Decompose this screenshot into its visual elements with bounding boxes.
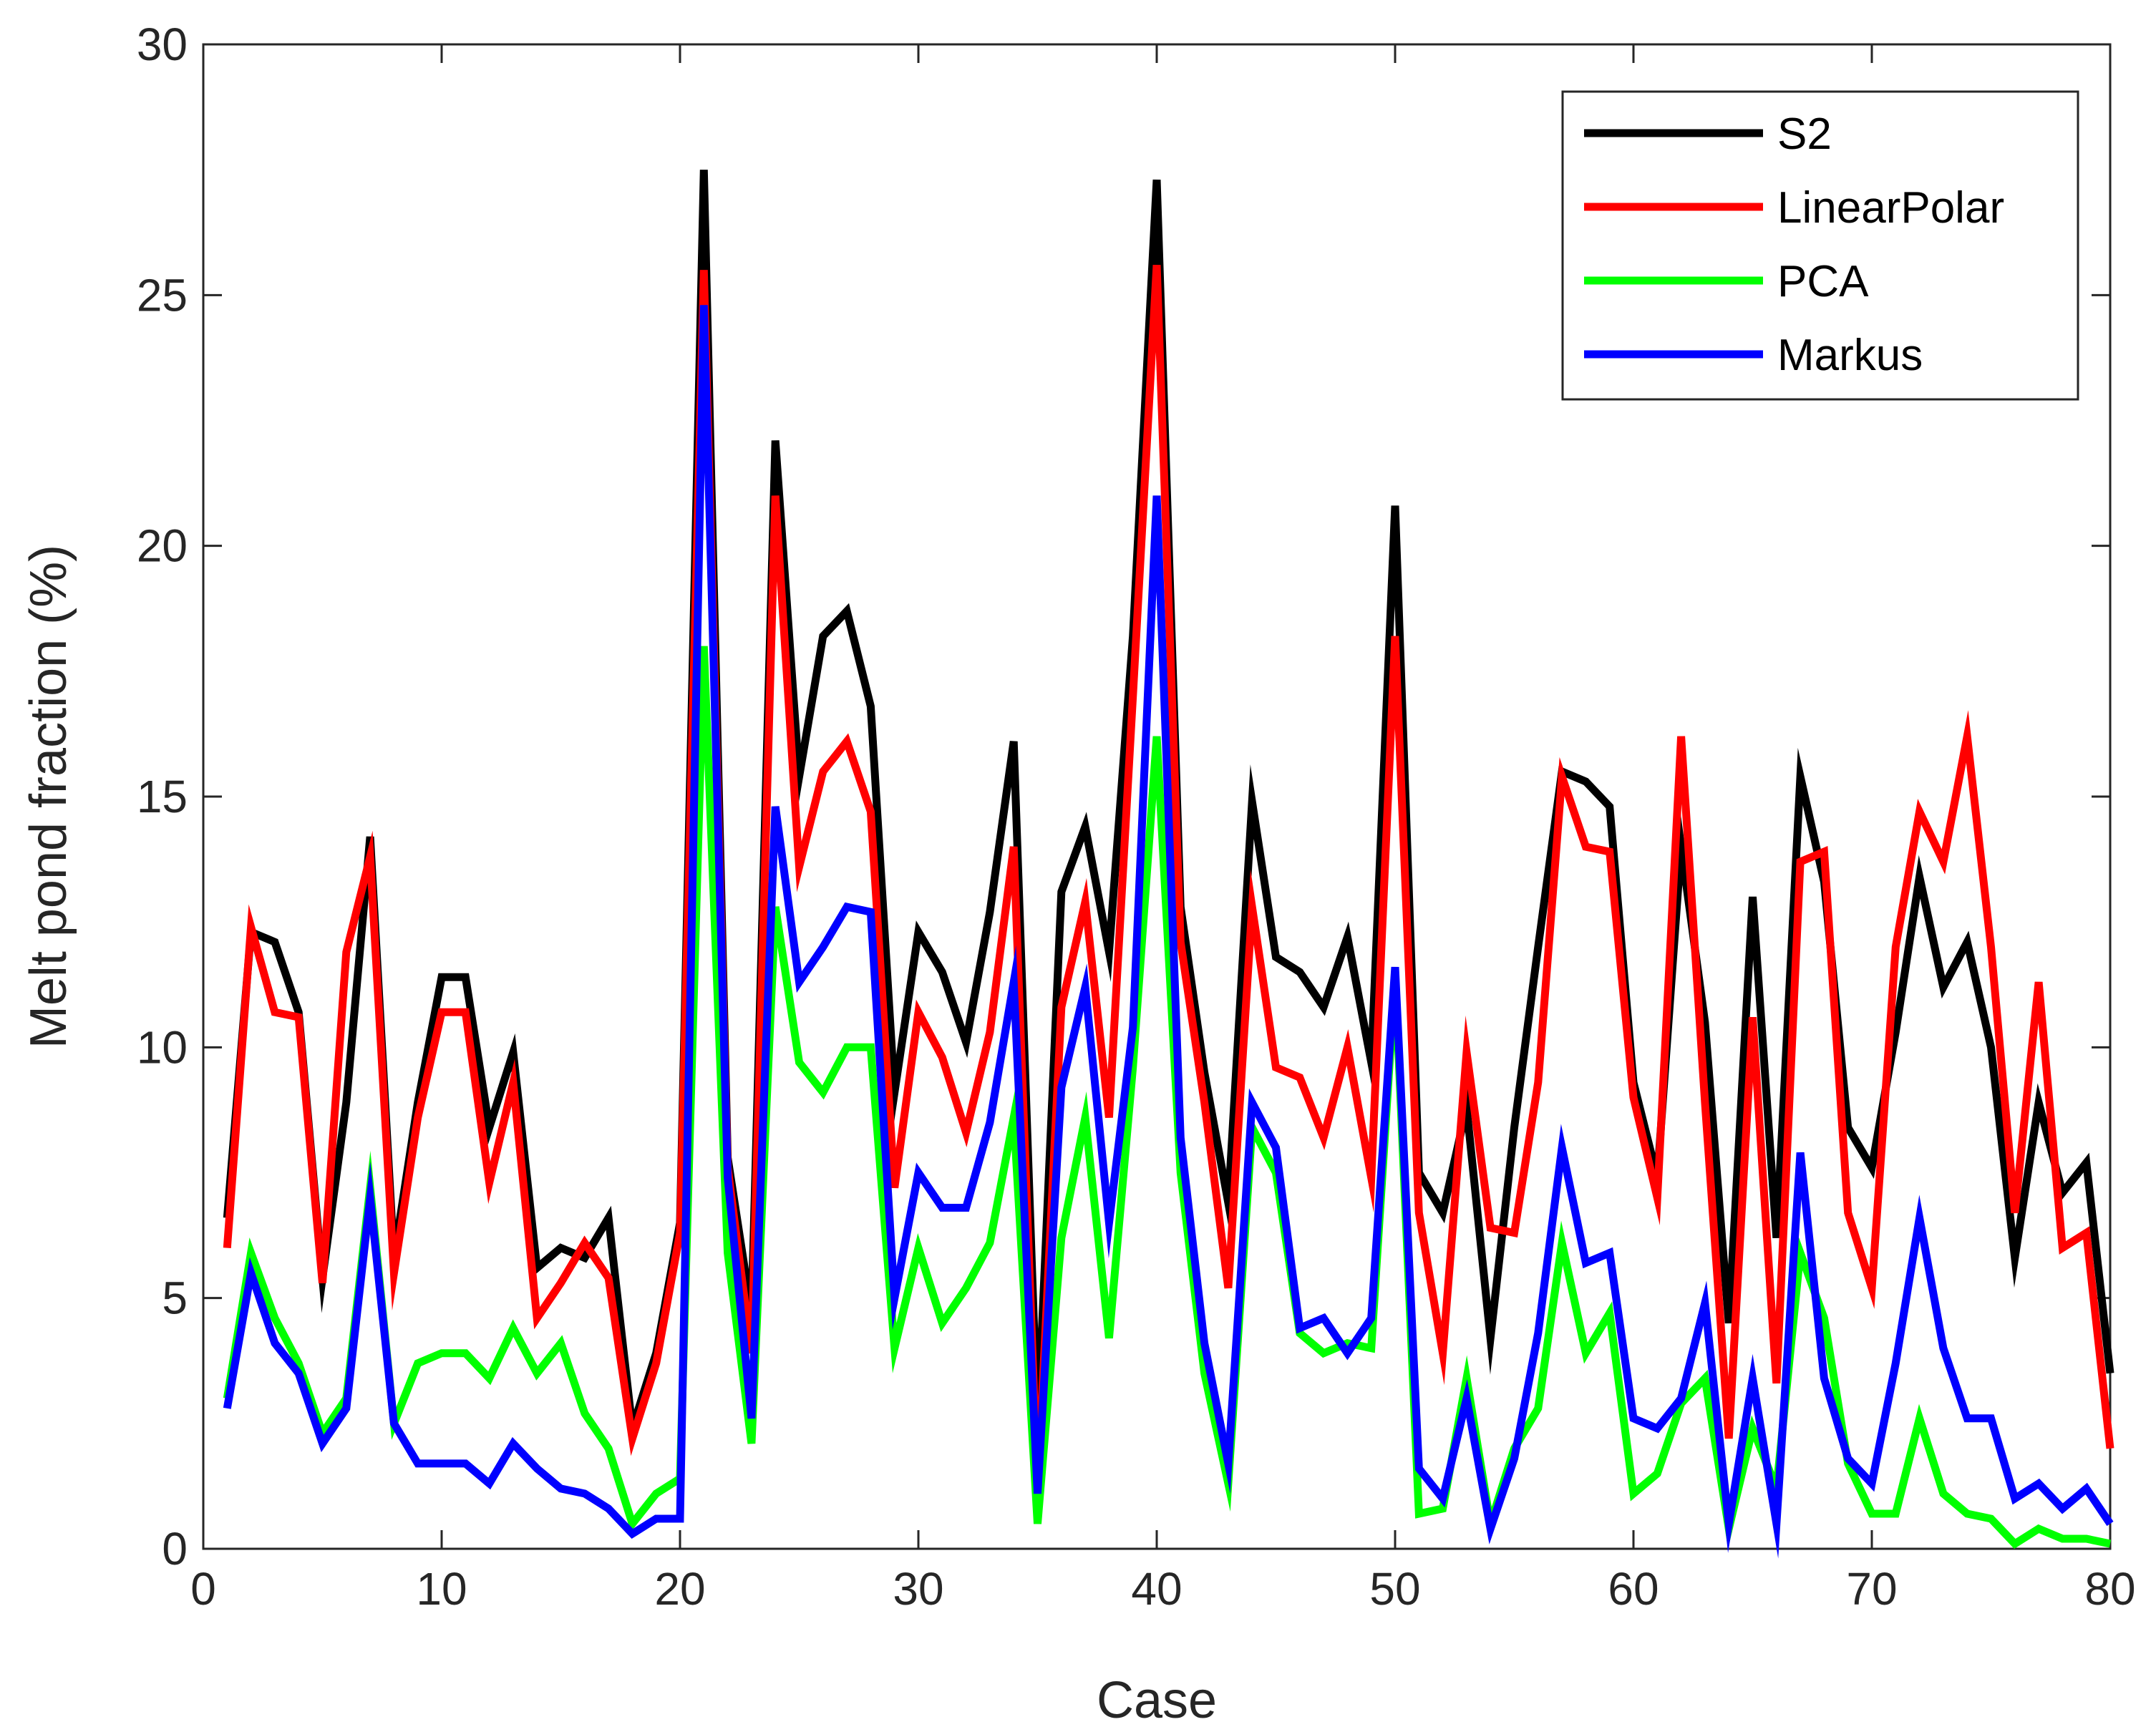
x-tick-label: 0 — [190, 1563, 216, 1615]
x-tick-label: 70 — [1846, 1563, 1897, 1615]
x-tick-label: 80 — [2084, 1563, 2135, 1615]
legend: S2 LinearPolar PCA Markus — [1561, 90, 2079, 401]
y-tick-label: 30 — [137, 19, 188, 70]
series-lines — [223, 170, 2114, 1559]
y-tick-label: 25 — [137, 269, 188, 321]
y-tick-label: 10 — [137, 1021, 188, 1073]
x-tick-label: 60 — [1608, 1563, 1659, 1615]
y-tick-label: 15 — [137, 771, 188, 822]
x-tick-label: 20 — [654, 1563, 705, 1615]
legend-label-markus: Markus — [1777, 331, 1923, 380]
legend-label-pca: PCA — [1777, 257, 1869, 306]
x-tick-label: 40 — [1131, 1563, 1182, 1615]
y-tick-label: 5 — [162, 1273, 188, 1324]
y-tick-label: 0 — [162, 1523, 188, 1575]
series-line-pca — [223, 646, 2112, 1549]
series-line-linearpolar — [223, 264, 2114, 1489]
y-axis-title: Melt pond fraction (%) — [20, 545, 77, 1049]
x-tick-label: 30 — [893, 1563, 943, 1615]
legend-label-linearpolar: LinearPolar — [1777, 183, 2004, 233]
legend-entries: S2 LinearPolar PCA Markus — [1584, 110, 2004, 380]
legend-box — [1561, 90, 2079, 401]
x-axis-title: Case — [1097, 1672, 1217, 1729]
x-tick-label: 50 — [1369, 1563, 1420, 1615]
y-tick-label: 20 — [137, 520, 188, 572]
axis-ticks: 0 10 20 30 40 50 60 70 80 0 5 10 15 20 25 30 — [137, 19, 2136, 1615]
series-line-markus — [223, 305, 2114, 1559]
x-tick-label: 10 — [416, 1563, 467, 1615]
legend-label-s2: S2 — [1777, 110, 1832, 159]
